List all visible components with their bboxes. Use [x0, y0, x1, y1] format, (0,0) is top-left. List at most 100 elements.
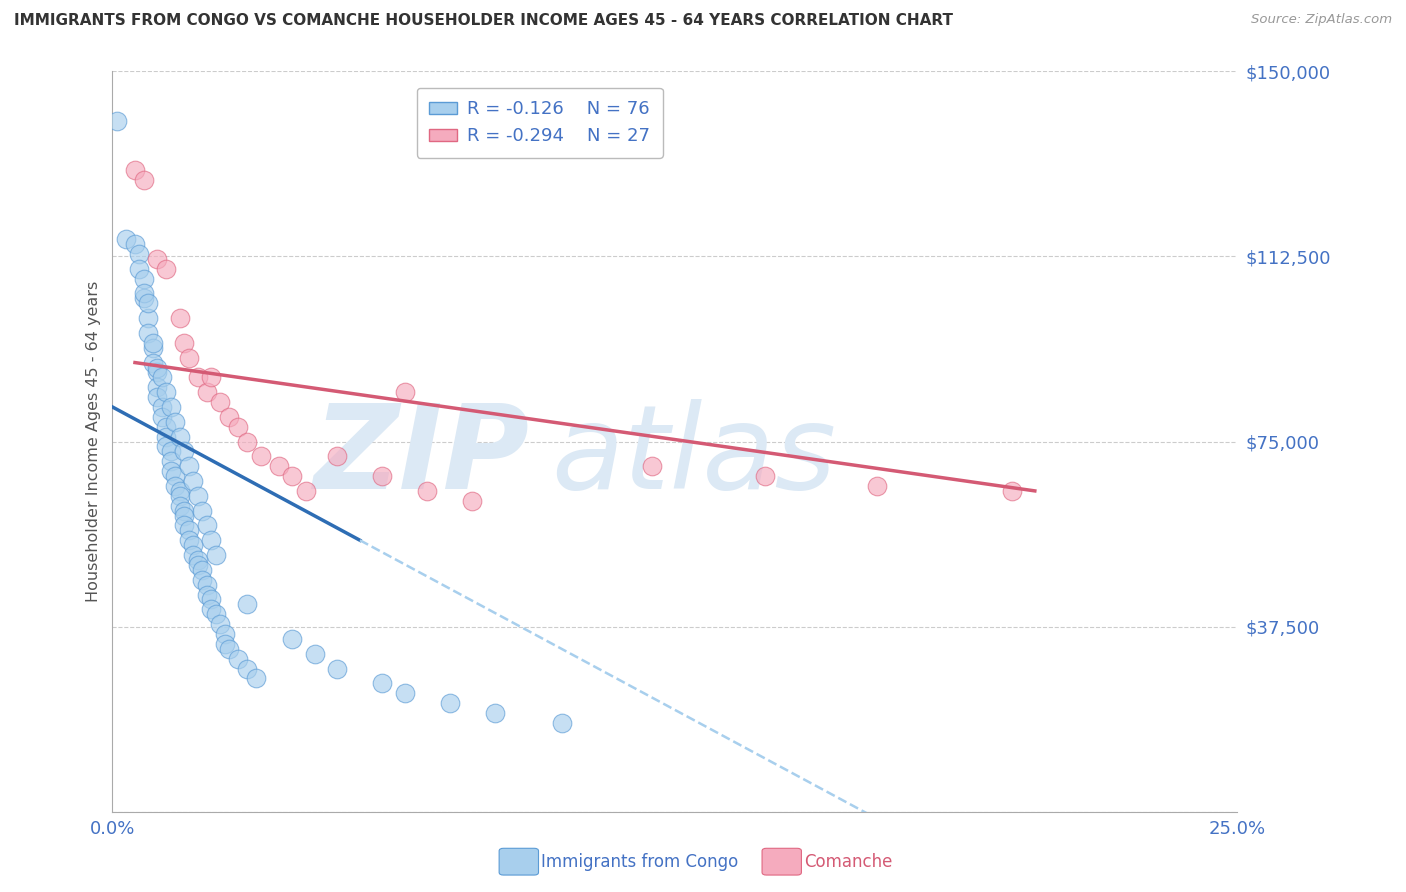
Point: [177, 524, 200, 538]
Text: Immigrants from Congo: Immigrants from Congo: [541, 853, 738, 871]
Point: [155, 440, 177, 454]
Point: [195, 588, 218, 602]
Point: [371, 676, 394, 690]
Text: Comanche: Comanche: [804, 853, 893, 871]
Point: [754, 469, 776, 483]
Point: [191, 573, 214, 587]
Point: [1001, 483, 1024, 498]
Point: [281, 469, 304, 483]
Point: [169, 483, 191, 498]
Point: [205, 607, 228, 622]
Point: [236, 598, 259, 612]
Point: [191, 503, 214, 517]
Point: [326, 450, 349, 464]
Point: [105, 113, 128, 128]
Point: [177, 533, 200, 548]
Point: [169, 489, 191, 503]
Point: [146, 390, 169, 404]
Text: atlas: atlas: [551, 400, 837, 514]
Point: [132, 286, 155, 301]
Point: [146, 252, 169, 266]
Point: [187, 558, 209, 572]
Point: [132, 292, 155, 306]
Point: [200, 533, 222, 548]
Point: [169, 429, 191, 443]
Point: [169, 311, 191, 326]
Point: [142, 341, 165, 355]
Point: [160, 400, 183, 414]
Point: [138, 296, 160, 310]
Point: [132, 173, 155, 187]
Point: [138, 311, 160, 326]
Point: [165, 415, 187, 429]
Y-axis label: Householder Income Ages 45 - 64 years: Householder Income Ages 45 - 64 years: [86, 281, 101, 602]
Point: [173, 335, 195, 350]
Point: [183, 548, 205, 562]
Point: [641, 459, 664, 474]
Point: [245, 672, 267, 686]
Point: [205, 548, 228, 562]
Point: [128, 247, 150, 261]
Point: [214, 637, 236, 651]
Point: [214, 627, 236, 641]
Point: [394, 385, 416, 400]
Point: [150, 400, 173, 414]
Point: [304, 647, 326, 661]
Point: [228, 651, 250, 665]
Point: [394, 686, 416, 700]
Point: [150, 370, 173, 384]
Point: [132, 271, 155, 285]
Point: [200, 370, 222, 384]
Point: [128, 261, 150, 276]
Point: [484, 706, 506, 720]
Point: [173, 518, 195, 533]
Point: [416, 483, 439, 498]
Point: [209, 617, 232, 632]
Point: [146, 360, 169, 375]
Point: [236, 434, 259, 449]
Point: [177, 459, 200, 474]
Point: [160, 444, 183, 458]
Point: [173, 503, 195, 517]
Point: [195, 518, 218, 533]
Point: [165, 469, 187, 483]
Point: [326, 662, 349, 676]
Point: [218, 641, 240, 656]
Point: [236, 662, 259, 676]
Point: [200, 592, 222, 607]
Point: [146, 380, 169, 394]
Point: [165, 479, 187, 493]
Point: [439, 696, 461, 710]
Point: [160, 464, 183, 478]
Point: [187, 489, 209, 503]
Point: [209, 395, 232, 409]
Point: [155, 261, 177, 276]
Point: [142, 335, 165, 350]
Point: [177, 351, 200, 365]
Point: [183, 538, 205, 552]
Point: [138, 326, 160, 340]
Point: [250, 450, 273, 464]
Point: [191, 563, 214, 577]
Point: [195, 385, 218, 400]
Point: [150, 409, 173, 424]
Text: ZIP: ZIP: [312, 399, 529, 514]
Legend: R = -0.126    N = 76, R = -0.294    N = 27: R = -0.126 N = 76, R = -0.294 N = 27: [416, 87, 664, 158]
Point: [155, 385, 177, 400]
Point: [146, 366, 169, 380]
Point: [173, 508, 195, 523]
Point: [195, 577, 218, 591]
Text: Source: ZipAtlas.com: Source: ZipAtlas.com: [1251, 13, 1392, 27]
Point: [142, 355, 165, 369]
Point: [124, 237, 146, 252]
Point: [281, 632, 304, 646]
Point: [173, 444, 195, 458]
Point: [866, 479, 889, 493]
Point: [155, 419, 177, 434]
Point: [115, 232, 138, 246]
Point: [160, 454, 183, 468]
Point: [155, 429, 177, 443]
Point: [187, 370, 209, 384]
Point: [551, 715, 574, 730]
Point: [461, 493, 484, 508]
